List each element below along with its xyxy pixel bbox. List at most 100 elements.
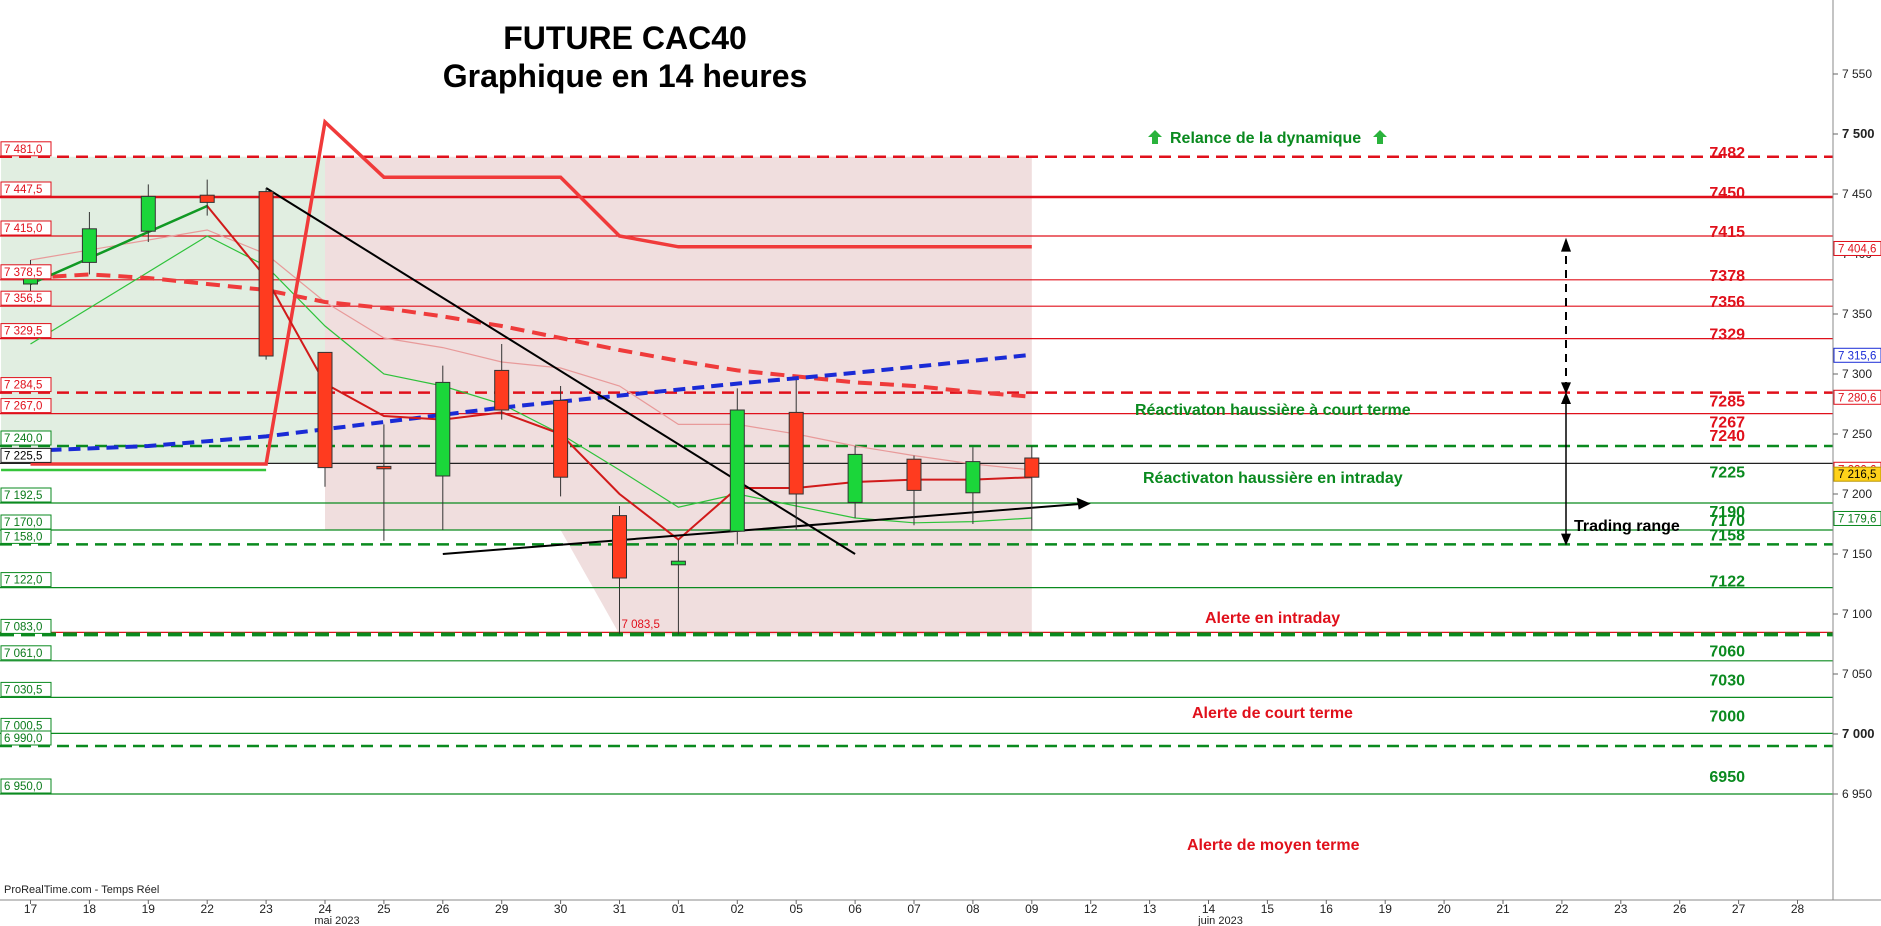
annotation-trading-range: Trading range [1574,518,1680,535]
y-tick-label: 7 100 [1842,607,1872,621]
left-price-box [0,141,52,157]
left-price-label: 7 158,0 [4,531,42,543]
candle-body [965,461,981,494]
x-tick-label: 19 [142,902,156,916]
candle-body [435,381,451,477]
candlesticks [23,179,1040,635]
candle-body [258,191,274,357]
y-tick-label: 7 250 [1842,427,1872,441]
right-marker-box [1833,240,1881,256]
left-price-label: 7 481,0 [4,144,42,156]
up-arrow-icon [1148,130,1162,144]
annotation-reactivation-court: Réactivaton haussière à court terme [1135,402,1411,419]
annotation-alerte-intraday: Alerte en intraday [1205,610,1341,627]
range-arrowhead [1561,392,1571,404]
y-tick-label: 7 450 [1842,187,1872,201]
left-price-label: 7 240,0 [4,433,42,445]
left-price-box [0,377,52,393]
candle-body [553,399,569,478]
annotation-relance: Relance de la dynamique [1148,130,1388,148]
x-tick-label: 15 [1261,902,1275,916]
left-price-box [0,645,52,661]
candle-body [494,369,510,411]
left-price-box [0,220,52,236]
left-price-label: 7 061,0 [4,648,42,660]
left-price-box [0,447,52,463]
chart-subtitle: Graphique en 14 heures [442,58,808,94]
annotation-reactivation-intraday: Réactivaton haussière en intraday [1143,470,1403,487]
watermark: ProRealTime.com - Temps Réel [4,884,160,896]
right-marker-box [1833,466,1881,482]
zone-green [1,156,326,465]
y-tick-label: 7 200 [1842,487,1872,501]
left-price-label: 7 284,5 [4,380,42,392]
left-price-box [0,430,52,446]
y-tick-label: 7 000 [1842,726,1875,741]
left-price-label: 7 170,0 [4,517,42,529]
ma-fast-red-line [30,204,1032,541]
y-tick-label: 7 150 [1842,547,1872,561]
x-tick-label: 25 [377,902,391,916]
x-tick-label: 24 [318,902,332,916]
x-tick-label: 14 [1202,902,1216,916]
level-label: 7170 [1709,513,1745,530]
level-label: 6950 [1709,769,1745,786]
x-tick-label: 29 [495,902,509,916]
trendline-down [265,187,856,555]
x-tick-label: 01 [672,902,686,916]
candle-body [906,458,922,491]
left-price-label: 7 225,5 [4,450,42,462]
x-tick-label: 22 [201,902,215,916]
level-lines [0,155,1833,795]
level-label: 7240 [1709,428,1745,445]
y-tick-label: 7 050 [1842,667,1872,681]
left-price-label: 7 030,5 [4,684,42,696]
x-tick-label: 23 [259,902,273,916]
low-label: 7 083,5 [622,619,660,631]
x-tick-label: 19 [1379,902,1393,916]
left-price-label: 7 000,5 [4,720,42,732]
x-tick-label: 06 [848,902,862,916]
right-marker-label: 7 280,6 [1838,392,1876,404]
x-tick-label: 17 [24,902,38,916]
left-price-box [0,181,52,197]
x-tick-label: 16 [1320,902,1334,916]
annotation-alerte-moyen: Alerte de moyen terme [1187,837,1360,854]
month-label: juin 2023 [1197,915,1243,926]
left-price-label: 7 378,5 [4,267,42,279]
candle-body [847,453,863,503]
left-price-box [0,730,52,746]
x-tick-label: 28 [1791,902,1805,916]
candle-body [1024,457,1040,478]
left-price-label: 7 415,0 [4,223,42,235]
trendline-up [442,502,1085,555]
left-price-label: 7 329,5 [4,326,42,338]
right-marker-label: 7 179,6 [1838,513,1876,525]
left-price-label: 7 122,0 [4,575,42,587]
left-price-box [0,618,52,634]
x-tick-label: 07 [907,902,921,916]
level-label: 7225 [1709,464,1745,481]
left-price-box [0,528,52,544]
x-tick-label: 22 [1555,902,1569,916]
left-price-label: 7 083,0 [4,621,42,633]
right-marker-label: 7 216,5 [1838,469,1876,481]
x-tick-label: 18 [83,902,97,916]
x-tick-label: 05 [790,902,804,916]
level-label: 7158 [1709,527,1745,544]
right-marker-box [1833,510,1881,526]
left-price-box [0,681,52,697]
x-tick-label: 12 [1084,902,1098,916]
left-price-box [0,264,52,280]
level-label: 7450 [1709,185,1745,202]
right-marker-label: 7 315,6 [1838,350,1876,362]
left-price-label: 7 192,5 [4,490,42,502]
level-label: 7329 [1709,327,1745,344]
x-tick-label: 26 [436,902,450,916]
left-price-box [0,572,52,588]
x-tick-label: 13 [1143,902,1157,916]
up-arrow-icon [1373,130,1388,144]
x-tick-label: 20 [1437,902,1451,916]
candle-body [317,351,333,469]
